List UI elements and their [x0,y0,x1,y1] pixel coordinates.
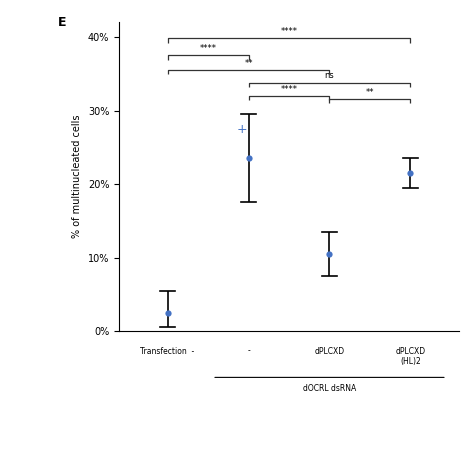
Text: **: ** [244,59,253,68]
Text: E: E [58,16,66,29]
Text: dPLCXD
(HL)2: dPLCXD (HL)2 [395,346,426,366]
Text: **: ** [366,88,374,97]
Text: Transfection  -: Transfection - [140,346,195,356]
Text: ns: ns [325,72,334,81]
Text: ****: **** [200,44,217,53]
Text: +: + [237,123,247,136]
Text: dOCRL dsRNA: dOCRL dsRNA [303,383,356,392]
Y-axis label: % of multinucleated cells: % of multinucleated cells [72,115,82,238]
Text: ****: **** [281,85,298,93]
Text: dPLCXD: dPLCXD [314,346,345,356]
Text: ****: **** [281,27,298,36]
Text: -: - [247,346,250,356]
